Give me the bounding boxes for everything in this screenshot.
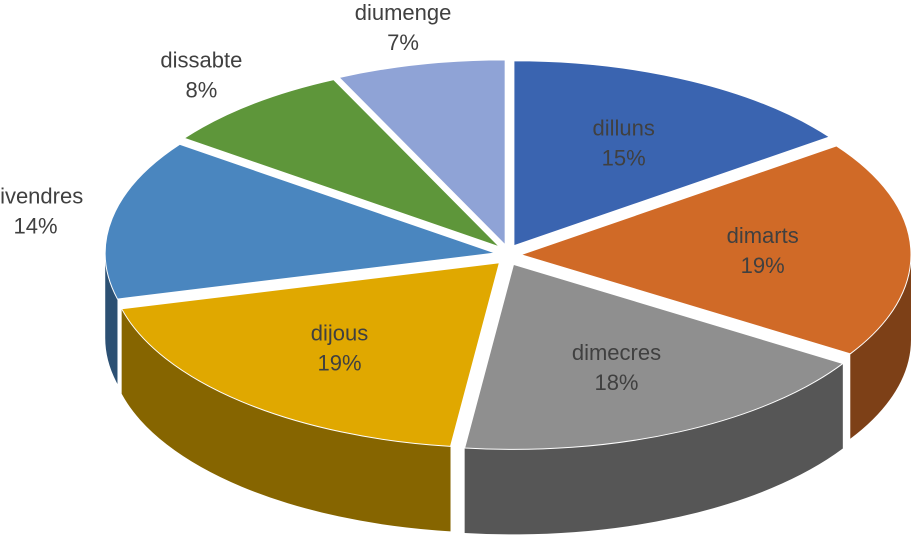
slice-label: dissabte [160, 48, 242, 73]
slice-label: divendres [0, 183, 83, 208]
slice-value-label: 19% [317, 351, 361, 376]
slice-value-label: 8% [186, 78, 218, 103]
slice-label: dilluns [592, 115, 654, 140]
pie-slice [513, 60, 831, 247]
slice-label: dijous [311, 321, 368, 346]
pie-side [850, 254, 911, 439]
pie-slice [464, 263, 844, 450]
slice-value-label: 19% [741, 253, 785, 278]
pie-slice [519, 145, 912, 355]
pie-side [105, 253, 118, 385]
slice-value-label: 18% [594, 370, 638, 395]
slice-value-label: 15% [602, 145, 646, 170]
pie-side [464, 363, 843, 535]
pie-slice [120, 262, 501, 447]
pie-slice [104, 143, 496, 300]
slice-value-label: 7% [387, 30, 419, 55]
pie-side [121, 308, 451, 532]
pie-slice [183, 79, 501, 248]
slice-label: diumenge [355, 0, 452, 25]
slice-value-label: 14% [13, 213, 57, 238]
slice-label: dimecres [572, 340, 661, 365]
pie-slice [338, 59, 506, 247]
slice-label: dimarts [727, 223, 799, 248]
